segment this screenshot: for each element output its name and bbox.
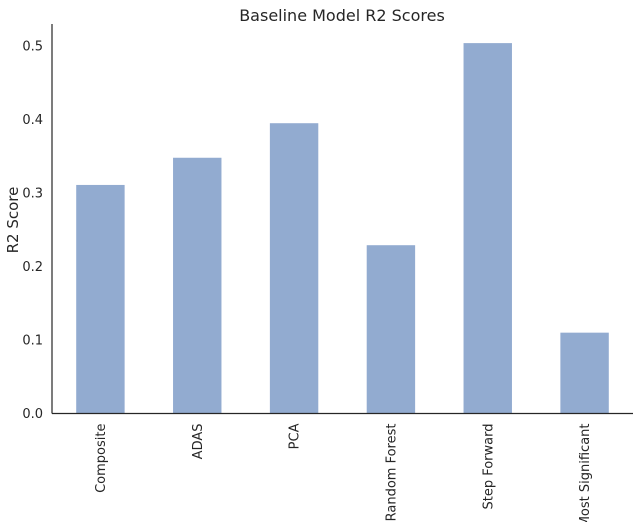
x-ticks-group: Composite ADAS PCA Random Forest Step Forwar…	[94, 423, 593, 522]
bar-3	[366, 245, 416, 414]
x-tick-label: Composite	[94, 424, 109, 493]
bar-4	[463, 43, 512, 414]
x-tick-label: Most Significant	[578, 424, 593, 522]
y-ticks-group: 0.0 0.1 0.2 0.3 0.4 0.5	[22, 40, 43, 422]
y-tick-label: 0.5	[22, 40, 43, 55]
x-tick-label: ADAS	[191, 424, 206, 460]
bars-group	[76, 43, 609, 414]
y-axis-label: R2 Score	[4, 187, 22, 254]
y-tick-label: 0.1	[22, 334, 43, 349]
y-tick-label: 0.3	[22, 187, 43, 202]
chart-title: Baseline Model R2 Scores	[239, 6, 445, 25]
bar-2	[269, 123, 319, 414]
bar-1	[173, 157, 222, 414]
x-tick-label: PCA	[288, 423, 303, 449]
x-tick-label: Random Forest	[384, 424, 399, 522]
y-tick-label: 0.2	[22, 260, 43, 275]
y-tick-label: 0.0	[22, 407, 43, 422]
bar-5	[560, 332, 609, 414]
x-tick-label: Step Forward	[481, 424, 496, 510]
bar-0	[76, 184, 125, 414]
y-tick-label: 0.4	[22, 113, 43, 128]
